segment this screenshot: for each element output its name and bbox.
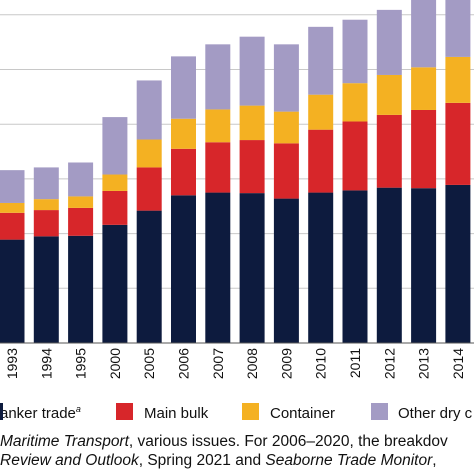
bar-segment-container-2014 bbox=[445, 56, 471, 103]
bar-segment-other-dry-cargo-2013 bbox=[411, 0, 437, 68]
bar-segment-tanker-trade-2006 bbox=[171, 195, 196, 343]
bar-segment-other-dry-cargo-2008 bbox=[239, 36, 265, 106]
x-tick-label-2010: 2010 bbox=[313, 348, 329, 379]
bar-segment-tanker-trade-2007 bbox=[205, 192, 231, 343]
source-publication-title-2: Review and Outlook bbox=[0, 452, 139, 469]
bar-segment-main-bulk-2009 bbox=[273, 143, 299, 199]
bar-segment-tanker-trade-2012 bbox=[376, 187, 402, 343]
bar-segment-tanker-trade-1994 bbox=[33, 236, 59, 343]
bar-segment-other-dry-cargo-2006 bbox=[171, 56, 196, 119]
bar-segment-tanker-trade-2010 bbox=[308, 192, 334, 343]
x-tick-label-2011: 2011 bbox=[347, 348, 363, 378]
bar-segment-tanker-trade-2005 bbox=[136, 210, 162, 343]
x-tick-label-2006: 2006 bbox=[176, 348, 192, 379]
bar-segment-container-2007 bbox=[205, 109, 231, 143]
bar-segment-main-bulk-2010 bbox=[308, 129, 334, 193]
legend-label-tanker-trade: anker tradea bbox=[0, 404, 81, 422]
bar-segment-container-1994 bbox=[33, 199, 59, 211]
bar-segment-tanker-trade-2013 bbox=[411, 188, 437, 343]
bar-segment-container-2010 bbox=[308, 94, 334, 130]
bar-segment-container-2008 bbox=[239, 105, 265, 141]
legend: anker tradea Main bulk Container Other d… bbox=[0, 403, 473, 422]
legend-superscript: a bbox=[76, 404, 81, 414]
bar-segment-main-bulk-2006 bbox=[171, 148, 196, 196]
legend-swatch-tanker-trade bbox=[0, 403, 3, 420]
bar-segment-container-2000 bbox=[102, 174, 128, 191]
bar-segment-tanker-trade-2014 bbox=[445, 184, 471, 343]
bar-segment-container-2013 bbox=[411, 67, 437, 110]
x-tick-label-2008: 2008 bbox=[244, 348, 260, 379]
bar-segment-main-bulk-2008 bbox=[239, 140, 265, 194]
bar-segment-other-dry-cargo-2011 bbox=[342, 19, 368, 84]
bar-segment-other-dry-cargo-1995 bbox=[68, 162, 94, 197]
bar-segment-main-bulk-2005 bbox=[136, 167, 162, 211]
bar-segment-other-dry-cargo-2005 bbox=[136, 80, 162, 140]
legend-swatch-main-bulk bbox=[116, 403, 133, 420]
bar-segment-main-bulk-2014 bbox=[445, 102, 471, 185]
bar-segment-container-2011 bbox=[342, 83, 368, 122]
legend-swatch-other-dry-cargo bbox=[371, 403, 388, 420]
x-tick-labels: 1993 1994 1995 2000 2005 2006 2007 2008 2009 2010… bbox=[4, 348, 466, 379]
bar-segment-other-dry-cargo-2010 bbox=[308, 26, 334, 95]
bars bbox=[0, 0, 471, 343]
bar-segment-main-bulk-1994 bbox=[33, 210, 59, 237]
x-tick-label-2009: 2009 bbox=[278, 348, 294, 379]
x-tick-label-2005: 2005 bbox=[141, 348, 157, 379]
bar-segment-other-dry-cargo-2000 bbox=[102, 117, 128, 175]
bar-segment-tanker-trade-2011 bbox=[342, 190, 368, 343]
bar-segment-tanker-trade-2000 bbox=[102, 224, 128, 343]
bar-segment-other-dry-cargo-2009 bbox=[273, 44, 299, 112]
bar-segment-tanker-trade-1995 bbox=[68, 235, 94, 343]
bar-segment-container-2012 bbox=[376, 74, 402, 115]
bar-segment-tanker-trade-2008 bbox=[239, 193, 265, 343]
bar-segment-container-1993 bbox=[0, 202, 25, 213]
source-note-text-3: , bbox=[432, 452, 437, 469]
bar-segment-container-1995 bbox=[68, 196, 94, 208]
x-tick-label-1994: 1994 bbox=[38, 348, 54, 379]
bar-segment-main-bulk-2000 bbox=[102, 190, 128, 225]
bar-segment-other-dry-cargo-2012 bbox=[376, 9, 402, 75]
x-tick-label-2014: 2014 bbox=[450, 348, 466, 379]
source-note-text-2: , Spring 2021 and bbox=[138, 452, 266, 469]
legend-label-main-bulk: Main bulk bbox=[144, 405, 209, 422]
source-note-line-1: Maritime Transport, various issues. For … bbox=[0, 433, 448, 451]
x-tick-label-1993: 1993 bbox=[4, 348, 20, 379]
bar-segment-tanker-trade-2009 bbox=[273, 198, 299, 343]
source-note-line-2: Review and Outlook, Spring 2021 and Seab… bbox=[0, 452, 437, 470]
bar-segment-container-2005 bbox=[136, 139, 162, 168]
legend-label-container: Container bbox=[270, 405, 335, 422]
bar-segment-main-bulk-2012 bbox=[376, 114, 402, 188]
x-tick-label-2007: 2007 bbox=[210, 348, 226, 379]
source-note-text: , various issues. For 2006–2020, the bre… bbox=[128, 433, 448, 450]
legend-swatch-container bbox=[242, 403, 259, 420]
x-tick-label-2000: 2000 bbox=[107, 348, 123, 379]
bar-segment-other-dry-cargo-1993 bbox=[0, 170, 25, 203]
source-publication-title-3: Seaborne Trade Monitor bbox=[265, 452, 433, 469]
bar-segment-main-bulk-2013 bbox=[411, 109, 437, 189]
bar-segment-other-dry-cargo-1994 bbox=[33, 167, 59, 200]
bar-segment-main-bulk-2011 bbox=[342, 121, 368, 191]
bar-segment-other-dry-cargo-2007 bbox=[205, 44, 231, 110]
bar-segment-main-bulk-2007 bbox=[205, 142, 231, 193]
bar-segment-tanker-trade-1993 bbox=[0, 239, 25, 343]
x-tick-label-2012: 2012 bbox=[381, 348, 397, 379]
source-publication-title: Maritime Transport bbox=[0, 433, 129, 450]
bar-segment-container-2009 bbox=[273, 111, 299, 144]
bar-segment-other-dry-cargo-2014 bbox=[445, 0, 471, 57]
bar-segment-main-bulk-1995 bbox=[68, 207, 94, 236]
bar-segment-container-2006 bbox=[171, 118, 196, 149]
x-tick-label-1995: 1995 bbox=[73, 348, 89, 379]
x-tick-label-2013: 2013 bbox=[416, 348, 432, 379]
legend-label-other-dry-cargo: Other dry c bbox=[398, 405, 473, 422]
bar-segment-main-bulk-1993 bbox=[0, 212, 25, 240]
